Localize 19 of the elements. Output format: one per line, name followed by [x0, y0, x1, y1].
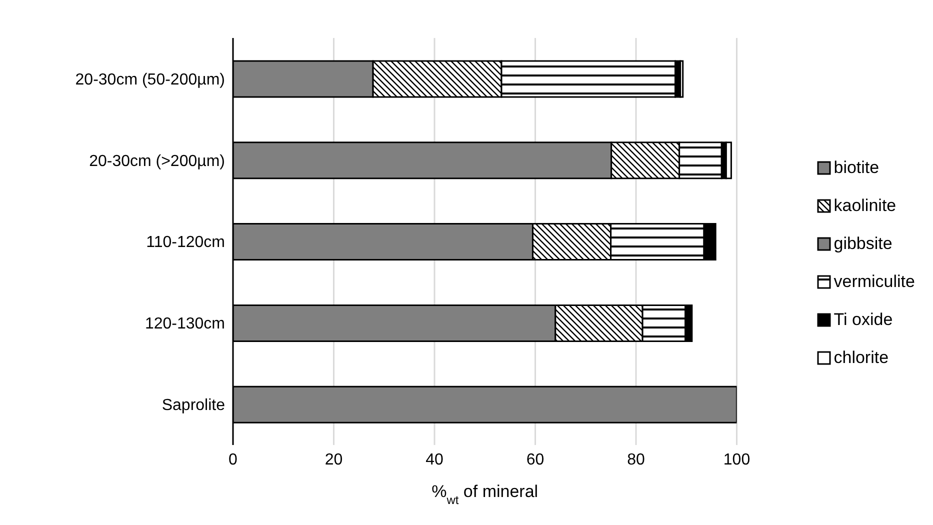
y-tick-label: 20-30cm (50-200µm): [75, 71, 225, 88]
legend-label: gibbsite: [834, 234, 892, 254]
legend-label: biotite: [834, 158, 880, 178]
x-axis-title: %$_{wt}$ of mineral: [432, 482, 538, 507]
y-tick-label: 110-120cm: [146, 234, 225, 252]
y-tick-label: Saprolite: [162, 396, 226, 414]
legend-label: kaolinite: [834, 196, 896, 216]
y-tick-label: 20-30cm (>200µm): [89, 152, 225, 170]
bar: [725, 142, 732, 180]
x-tick-label: 40: [426, 451, 444, 468]
y-tick-label: 120-130cm: [144, 316, 225, 333]
x-tick-label: 100: [723, 451, 750, 468]
x-tick-label: 80: [627, 451, 645, 468]
legend-label: vermiculite: [834, 272, 915, 292]
x-tick-label: 20: [324, 451, 343, 468]
x-tick-label: 0: [228, 451, 238, 468]
legend-label: Ti oxide: [834, 310, 893, 330]
x-tick-label: 60: [526, 451, 544, 468]
legend-label: chlorite: [834, 348, 889, 368]
